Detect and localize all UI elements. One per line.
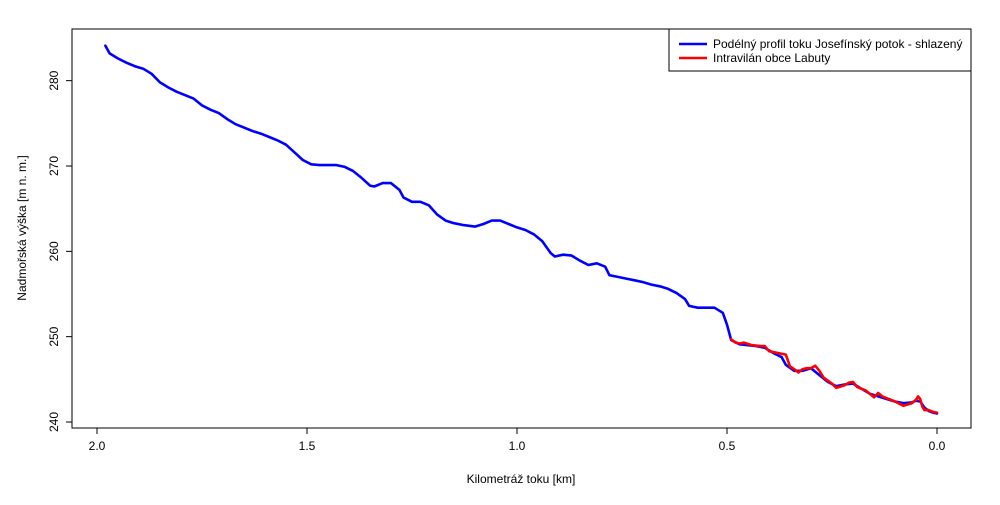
x-axis-label: Kilometráž toku [km] — [467, 472, 576, 486]
legend-label-blue: Podélný profil toku Josefínský potok - s… — [713, 37, 962, 51]
y-axis: 240 250 260 270 280 — [47, 70, 73, 432]
y-tick-label: 270 — [47, 156, 61, 176]
x-tick-label: 0.5 — [719, 439, 736, 453]
y-tick-label: 250 — [47, 326, 61, 346]
x-tick-label: 2.0 — [89, 439, 106, 453]
x-axis: 2.0 1.5 1.0 0.5 0.0 — [89, 427, 946, 453]
x-tick-label: 1.5 — [299, 439, 316, 453]
y-tick-label: 260 — [47, 241, 61, 261]
y-axis-label: Nadmořská výška [m n. m.] — [15, 155, 29, 300]
series-layer — [104, 44, 939, 415]
series-line-intravilan — [729, 337, 939, 414]
y-tick-label: 280 — [47, 70, 61, 90]
legend-box — [668, 28, 972, 72]
x-tick-label: 0.0 — [929, 439, 946, 453]
x-tick-label: 1.0 — [509, 439, 526, 453]
legend: Podélný profil toku Josefínský potok - s… — [668, 28, 972, 72]
series-line-profile — [104, 44, 939, 415]
legend-label-red: Intravilán obce Labuty — [713, 51, 830, 65]
y-tick-label: 240 — [47, 412, 61, 432]
